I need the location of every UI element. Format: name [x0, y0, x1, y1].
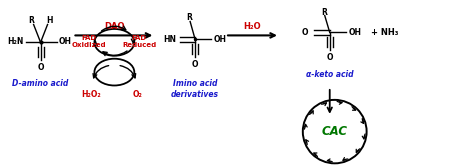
Text: FAD
Oxidized: FAD Oxidized	[72, 35, 107, 48]
Text: R: R	[28, 16, 35, 25]
Text: + NH₃: + NH₃	[371, 28, 398, 37]
Text: H₂O: H₂O	[243, 22, 261, 31]
Text: H: H	[46, 16, 53, 25]
Text: DAO: DAO	[104, 22, 125, 31]
Text: R: R	[186, 13, 192, 22]
Text: OH: OH	[214, 35, 227, 44]
Text: FAD
Reduced: FAD Reduced	[122, 35, 156, 48]
Text: O: O	[37, 63, 44, 72]
Text: D-amino acid: D-amino acid	[12, 79, 69, 89]
Text: R: R	[321, 8, 327, 17]
Text: OH: OH	[59, 37, 72, 46]
Text: Imino acid
derivatives: Imino acid derivatives	[171, 79, 219, 99]
Text: H₂N: H₂N	[8, 37, 24, 46]
Text: O: O	[301, 28, 308, 37]
Text: O: O	[327, 53, 333, 62]
Text: OH: OH	[348, 28, 361, 37]
Text: HN: HN	[164, 35, 177, 44]
Text: α-keto acid: α-keto acid	[306, 70, 354, 79]
Text: CAC: CAC	[322, 125, 348, 138]
Text: O: O	[192, 60, 199, 69]
Text: O₂: O₂	[132, 90, 142, 99]
Text: H₂O₂: H₂O₂	[82, 90, 101, 99]
